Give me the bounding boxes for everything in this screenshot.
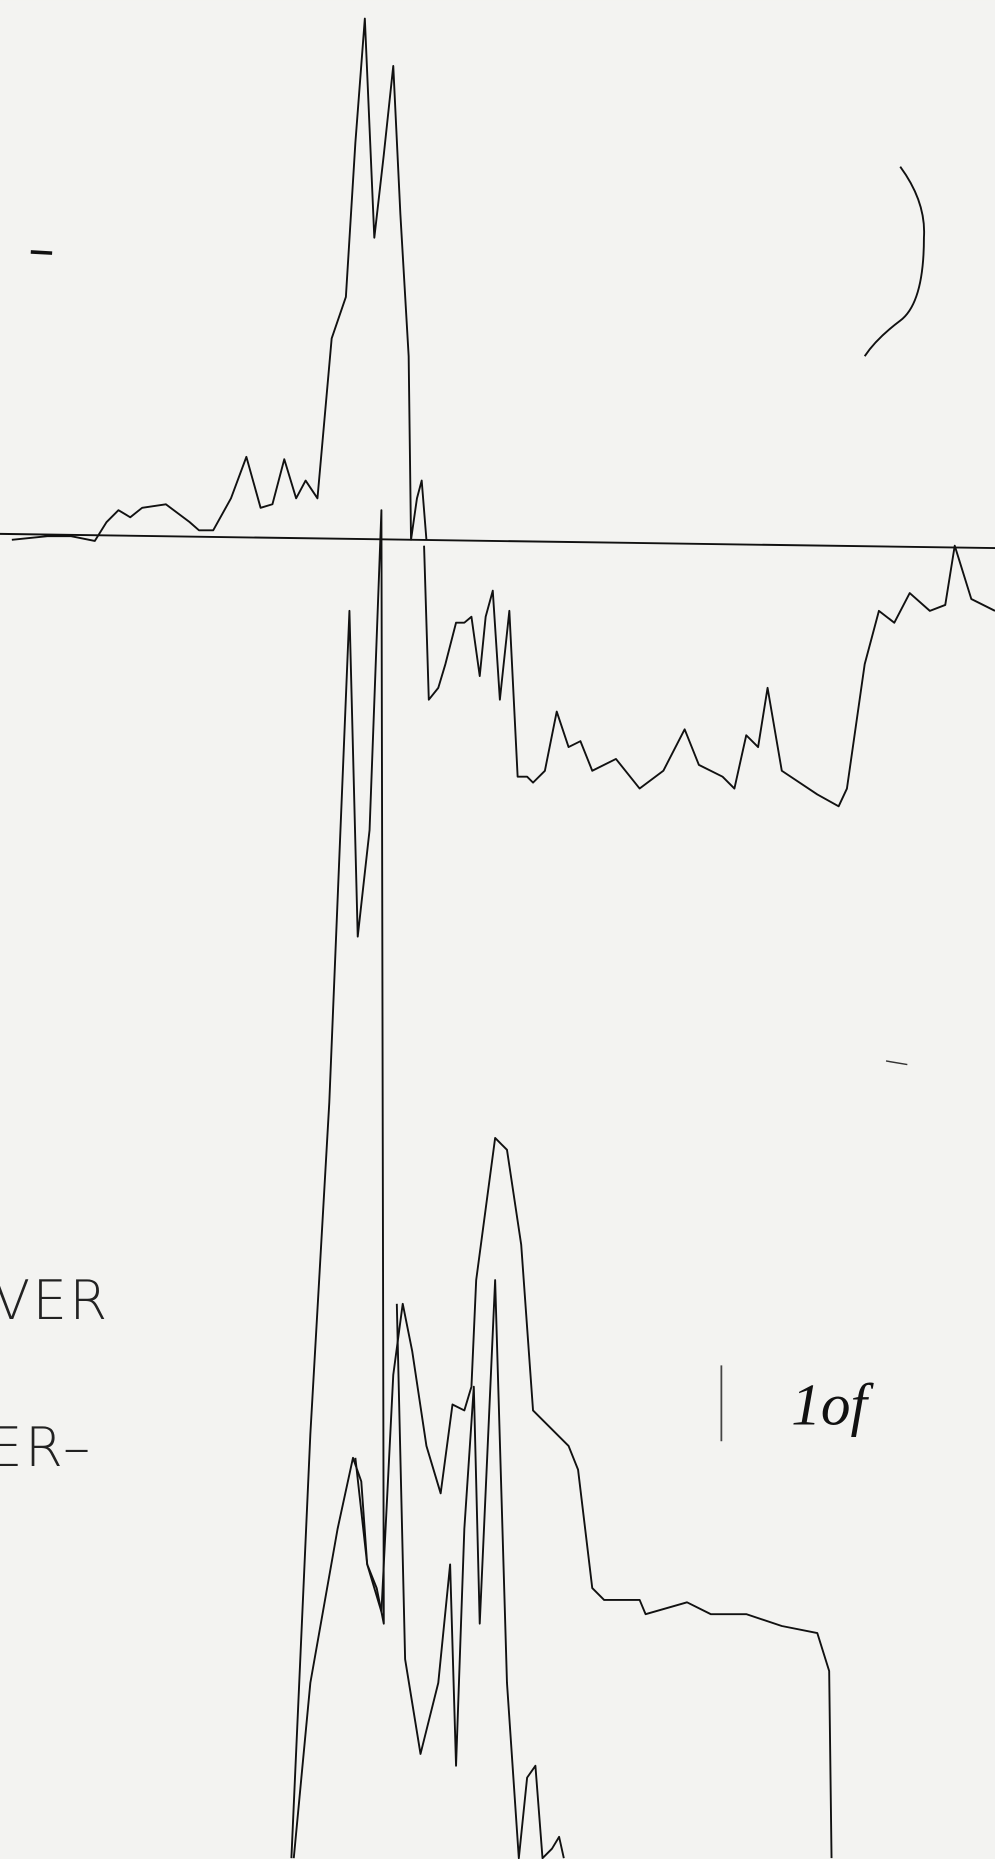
handwritten-note: 1of <box>791 1372 874 1438</box>
lower-envelope <box>292 1137 833 1859</box>
label-text: ER– <box>0 1415 93 1479</box>
spike-trace <box>290 509 385 1859</box>
dash-mark <box>30 250 53 255</box>
label-text: VER <box>0 1268 110 1332</box>
baseline <box>0 532 995 550</box>
upper-trace <box>11 17 428 542</box>
dash-mark <box>885 1060 908 1066</box>
middle-trace <box>423 544 995 808</box>
lower-inner-trace <box>395 1279 565 1859</box>
bracket-mark <box>863 166 926 357</box>
